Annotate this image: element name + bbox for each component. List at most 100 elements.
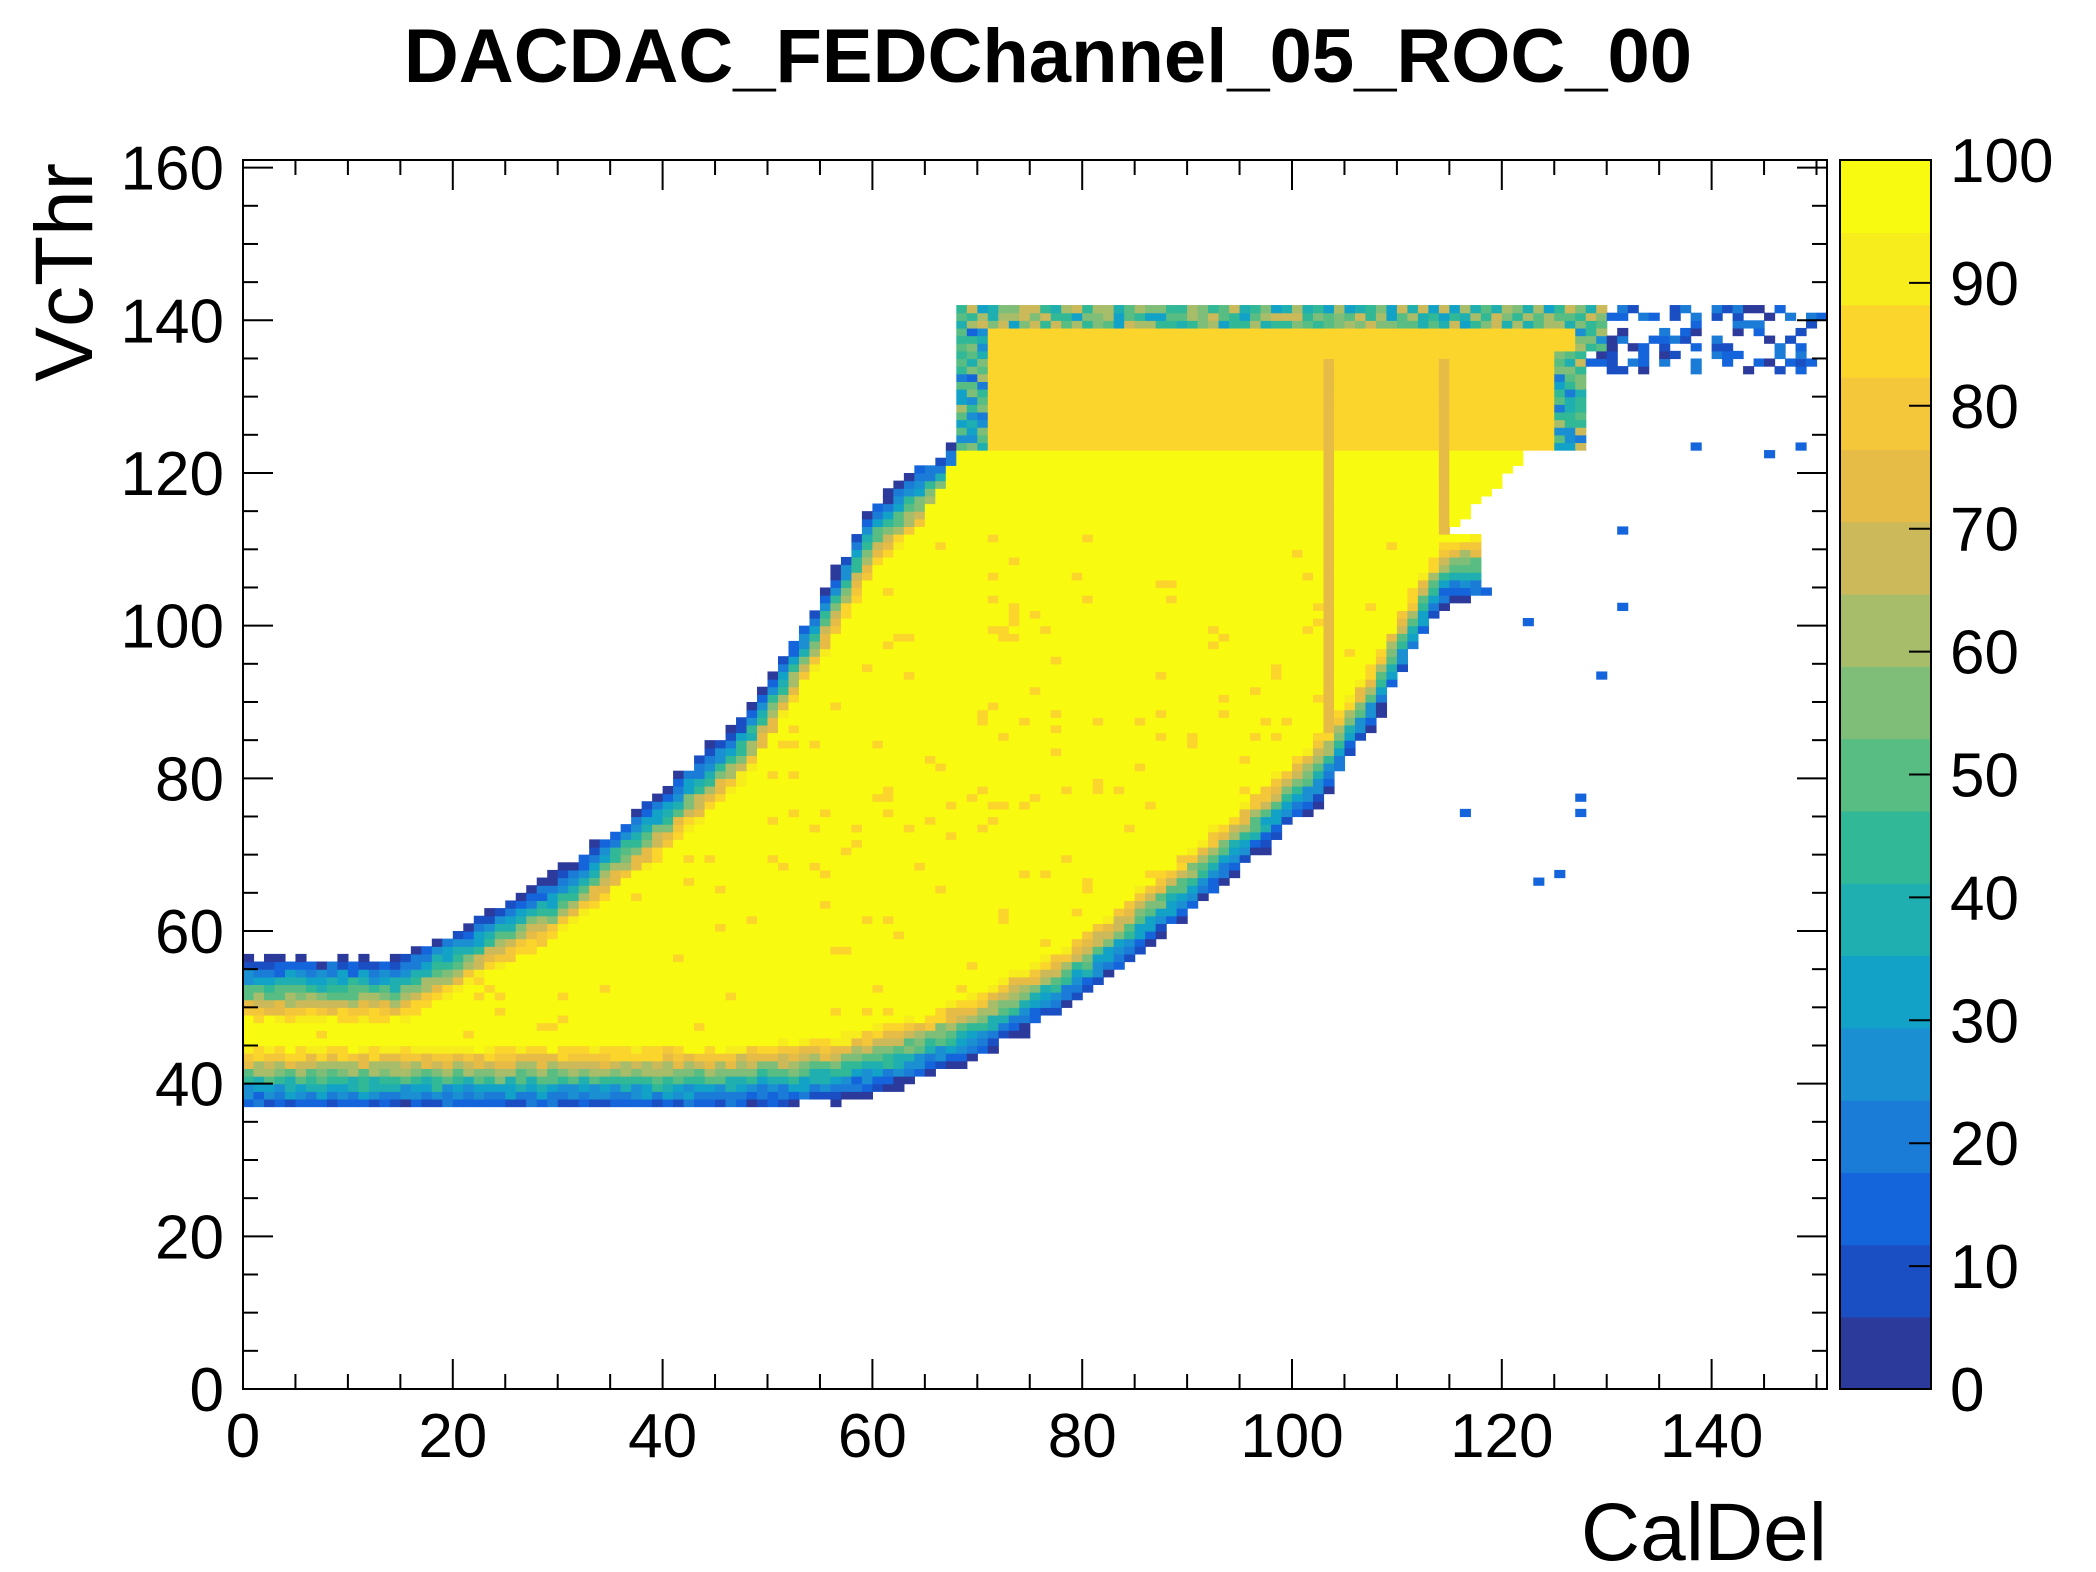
heatmap-cell (568, 1045, 580, 1054)
heatmap-cell (1008, 579, 1020, 589)
heatmap-cell (736, 1007, 748, 1016)
heatmap-cell (809, 663, 821, 673)
heatmap-cell (1166, 312, 1178, 321)
heatmap-cell (347, 1030, 359, 1039)
heatmap-cell (1040, 366, 1052, 375)
heatmap-cell (893, 778, 905, 787)
heatmap-cell (725, 885, 737, 894)
heatmap-cell (872, 961, 884, 970)
heatmap-cell (767, 1068, 779, 1077)
heatmap-cell (1082, 938, 1094, 947)
heatmap-cell (1197, 564, 1209, 573)
heatmap-cell (1061, 320, 1073, 329)
heatmap-cell (945, 961, 957, 970)
heatmap-cell (494, 1037, 506, 1047)
heatmap-cell (337, 1014, 349, 1024)
heatmap-cell (1134, 511, 1146, 520)
heatmap-cell (305, 1014, 318, 1024)
heatmap-cell (1145, 587, 1157, 596)
heatmap-cell (662, 1076, 674, 1085)
heatmap-cell (935, 778, 947, 787)
heatmap-cell (452, 976, 464, 986)
heatmap-cell (1061, 770, 1073, 779)
heatmap-cell (1145, 839, 1157, 848)
heatmap-cell (1008, 350, 1020, 360)
heatmap-cell (819, 930, 832, 940)
heatmap-cell (442, 961, 454, 970)
heatmap-cell (1029, 946, 1041, 955)
heatmap-cell (977, 305, 989, 314)
heatmap-cell (421, 1060, 433, 1069)
heatmap-cell (589, 984, 601, 993)
heatmap-cell (998, 373, 1010, 382)
heatmap-cell (1176, 900, 1188, 909)
heatmap-cell (861, 732, 873, 741)
heatmap-cell (589, 1068, 601, 1077)
heatmap-cell (882, 587, 894, 596)
heatmap-cell (1155, 587, 1167, 596)
heatmap-cell (1134, 686, 1146, 695)
heatmap-cell (1029, 915, 1041, 924)
heatmap-cell (987, 534, 999, 543)
heatmap-cell (1040, 808, 1052, 818)
heatmap-cell (673, 808, 685, 818)
heatmap-cell (914, 862, 926, 871)
heatmap-cell (977, 694, 989, 703)
heatmap-cell (914, 503, 926, 512)
heatmap-cell (1197, 358, 1209, 367)
heatmap-cell (1155, 518, 1167, 528)
heatmap-cell (1166, 350, 1178, 360)
heatmap-cell (966, 587, 978, 596)
heatmap-cell (547, 992, 559, 1001)
heatmap-cell (1124, 877, 1136, 886)
heatmap-cell (977, 801, 989, 810)
heatmap-cell (1071, 701, 1083, 711)
heatmap-cell (903, 1060, 915, 1069)
heatmap-cell (777, 686, 790, 695)
heatmap-cell (809, 801, 821, 810)
heatmap-cell (809, 992, 821, 1001)
heatmap-cell (1113, 961, 1125, 970)
heatmap-cell (777, 1037, 790, 1047)
heatmap-cell (1113, 701, 1125, 711)
heatmap-cell (977, 717, 989, 726)
heatmap-cell (1040, 953, 1052, 963)
heatmap-cell (998, 808, 1010, 818)
heatmap-cell (1008, 869, 1020, 879)
heatmap-cell (1029, 534, 1041, 543)
heatmap-cell (1029, 694, 1041, 703)
heatmap-cell (274, 1098, 286, 1108)
heatmap-cell (788, 801, 800, 810)
heatmap-cell (977, 930, 989, 940)
heatmap-cell (610, 831, 622, 840)
heatmap-cell (966, 755, 978, 764)
heatmap-cell (977, 961, 989, 970)
heatmap-cell (746, 1098, 758, 1108)
heatmap-cell (840, 709, 853, 718)
heatmap-cell (704, 930, 716, 940)
heatmap-cell (1019, 816, 1031, 825)
heatmap-cell (872, 969, 884, 978)
heatmap-cell (966, 327, 978, 337)
heatmap-cell (987, 648, 999, 657)
heatmap-cell (736, 740, 748, 749)
heatmap-cell (473, 999, 485, 1008)
heatmap-cell (977, 595, 989, 604)
heatmap-cell (1176, 572, 1188, 581)
heatmap-cell (893, 656, 905, 665)
heatmap-cell (494, 1076, 506, 1085)
heatmap-cell (757, 1098, 769, 1108)
heatmap-cell (662, 847, 674, 856)
heatmap-cell (683, 1068, 695, 1077)
heatmap-cell (1103, 709, 1115, 718)
heatmap-cell (1040, 892, 1052, 902)
heatmap-cell (757, 969, 769, 978)
heatmap-cell (326, 992, 339, 1001)
heatmap-cell (956, 1022, 968, 1031)
heatmap-cell (1040, 900, 1052, 909)
heatmap-cell (599, 953, 611, 963)
heatmap-cell (620, 1083, 632, 1092)
heatmap-cell (547, 1098, 559, 1108)
heatmap-cell (1145, 366, 1157, 375)
heatmap-cell (1197, 419, 1209, 428)
